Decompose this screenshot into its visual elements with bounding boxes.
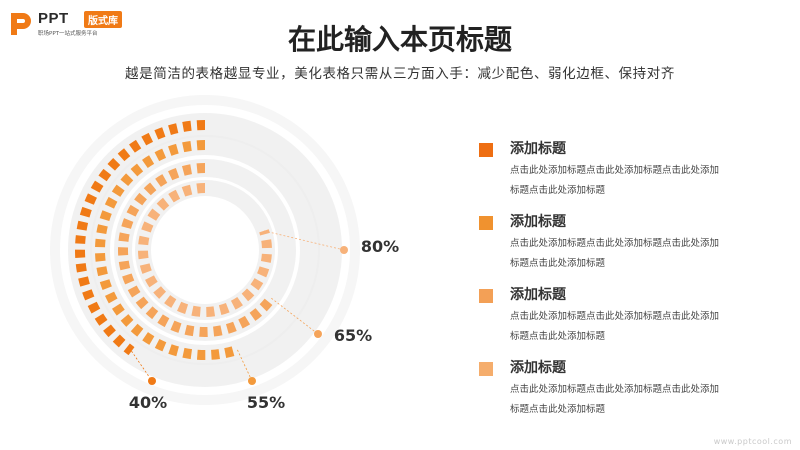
page-title: 在此输入本页标题 bbox=[287, 23, 512, 56]
brand-logo: PPT 版式库 职场PPT一站式服务平台 bbox=[8, 8, 148, 38]
legend-title-4: 添加标题 bbox=[510, 360, 566, 376]
logo-brand-text: PPT bbox=[38, 10, 69, 27]
outer-halo bbox=[50, 95, 360, 405]
leader-line-3 bbox=[271, 297, 319, 335]
legend-swatch-1 bbox=[479, 143, 493, 157]
ring-bar-1 bbox=[75, 120, 206, 356]
data-label-3: 65% bbox=[334, 326, 372, 345]
legend-title-3: 添加标题 bbox=[510, 287, 566, 303]
legend-desc-1: 点击此处添加标题点击此处添加标题点击此处添加标题点击此处添加标题 bbox=[510, 165, 720, 196]
logo-tag: 版式库 bbox=[84, 11, 122, 28]
logo-slogan: 职场PPT一站式服务平台 bbox=[38, 31, 98, 37]
data-label-2: 55% bbox=[247, 393, 285, 412]
footer-url: www.pptcool.com bbox=[713, 437, 792, 446]
logo-mark-icon bbox=[11, 13, 31, 35]
legend-swatch-2 bbox=[479, 216, 493, 230]
leader-dot-2 bbox=[248, 377, 256, 385]
legend-desc-3: 点击此处添加标题点击此处添加标题点击此处添加标题点击此处添加标题 bbox=[510, 311, 720, 342]
legend-title-1: 添加标题 bbox=[510, 141, 566, 157]
data-label-1: 40% bbox=[129, 393, 167, 412]
leader-line-2 bbox=[237, 349, 253, 382]
legend-swatch-4 bbox=[479, 362, 493, 376]
legend-swatch-3 bbox=[479, 289, 493, 303]
leader-dot-3 bbox=[314, 330, 322, 338]
leader-dot-1 bbox=[148, 377, 156, 385]
legend-desc-2: 点击此处添加标题点击此处添加标题点击此处添加标题点击此处添加标题 bbox=[510, 238, 720, 269]
ring-bar-3 bbox=[118, 163, 276, 337]
legend-desc-4: 点击此处添加标题点击此处添加标题点击此处添加标题点击此处添加标题 bbox=[510, 384, 720, 415]
leader-line-4 bbox=[263, 230, 345, 251]
ring-bar-4 bbox=[138, 183, 272, 317]
data-label-4: 80% bbox=[361, 237, 399, 256]
leader-dot-4 bbox=[340, 246, 348, 254]
page-subtitle: 越是简洁的表格越显专业，美化表格只需从三方面入手：减少配色、弱化边框、保持对齐 bbox=[125, 66, 675, 82]
legend-title-2: 添加标题 bbox=[510, 214, 566, 230]
